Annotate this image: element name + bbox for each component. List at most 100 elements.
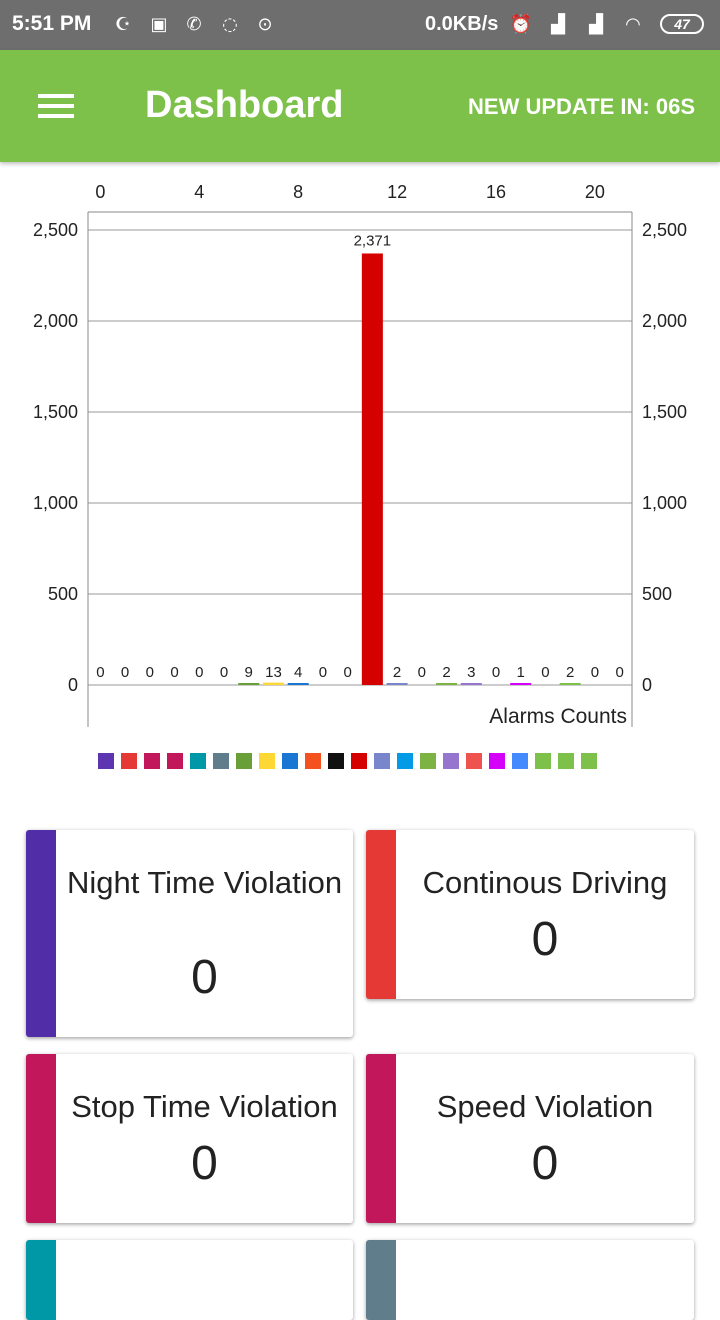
bar — [262, 682, 284, 685]
data-label: 0 — [319, 664, 327, 681]
y-tick-label-left: 500 — [48, 584, 78, 604]
stop-time-violation-card[interactable]: Stop Time Violation 0 — [26, 1054, 353, 1223]
battery-icon: 47 — [660, 14, 704, 34]
menu-icon — [38, 104, 74, 108]
menu-button[interactable] — [30, 86, 76, 126]
legend-swatch — [98, 753, 114, 769]
alarm-card[interactable] — [26, 1240, 353, 1320]
bar — [361, 253, 383, 685]
card-value: 0 — [191, 1137, 218, 1190]
page-title: Dashboard — [145, 84, 344, 126]
card-color-strip — [366, 830, 396, 999]
menu-icon — [38, 114, 74, 118]
whatsapp-icon: ✆ — [186, 14, 202, 35]
app-bar: Dashboard NEW UPDATE IN: 06S — [0, 50, 720, 162]
y-tick-label-left: 1,500 — [33, 402, 78, 422]
bar — [460, 683, 482, 685]
data-label: 0 — [615, 664, 623, 681]
y-tick-label-right: 0 — [642, 675, 652, 695]
data-label: 0 — [220, 664, 228, 681]
signal-icon: ▟ — [589, 14, 603, 35]
card-color-strip — [366, 1054, 396, 1223]
legend-swatch — [213, 753, 229, 769]
data-label: 0 — [418, 664, 426, 681]
bar — [510, 683, 532, 685]
bar — [238, 683, 260, 685]
y-tick-label-left: 2,500 — [33, 220, 78, 240]
y-tick-label-right: 500 — [642, 584, 672, 604]
y-tick-label-left: 2,000 — [33, 311, 78, 331]
data-label: 0 — [170, 664, 178, 681]
signal-icon: ▟ — [551, 14, 565, 35]
loading-icon: ◌ — [222, 14, 238, 35]
legend-swatch — [443, 753, 459, 769]
y-tick-label-right: 1,000 — [642, 493, 687, 513]
y-tick-label-right: 1,500 — [642, 402, 687, 422]
data-label: 0 — [121, 664, 129, 681]
mosque-app-icon: ☪ — [114, 14, 132, 35]
legend-swatch — [397, 753, 413, 769]
legend-swatch — [236, 753, 252, 769]
legend-swatch — [466, 753, 482, 769]
data-label: 0 — [591, 664, 599, 681]
card-value: 0 — [531, 1137, 559, 1190]
card-title: Night Time Violation — [66, 865, 343, 900]
data-label: 0 — [195, 664, 203, 681]
data-label: 13 — [265, 664, 282, 681]
legend-swatch — [420, 753, 436, 769]
data-label: 2,371 — [354, 232, 392, 249]
night-time-violation-card[interactable]: Night Time Violation 0 — [26, 830, 353, 1037]
data-label: 4 — [294, 664, 302, 681]
legend-swatch — [489, 753, 505, 769]
network-speed: 0.0KB/s — [425, 13, 499, 35]
alarm-card[interactable] — [366, 1240, 694, 1320]
legend-swatch — [581, 753, 597, 769]
data-label: 1 — [517, 664, 525, 681]
status-bar: 5:51 PM ☪ ▣ ✆ ◌ ⊙ 0.0KB/s ⏰ ▟ ▟ ◠ 47 — [0, 0, 720, 50]
status-time: 5:51 PM — [12, 12, 92, 35]
legend-swatch — [535, 753, 551, 769]
legend-swatch — [167, 753, 183, 769]
legend-swatch — [305, 753, 321, 769]
card-color-strip — [366, 1240, 396, 1320]
card-title: Speed Violation — [436, 1089, 654, 1124]
data-label: 9 — [245, 664, 253, 681]
y-tick-label-right: 2,000 — [642, 311, 687, 331]
data-label: 0 — [96, 664, 104, 681]
android-icon: ▣ — [150, 14, 168, 35]
x-tick-label: 4 — [194, 182, 204, 202]
legend-swatch — [512, 753, 528, 769]
data-label: 0 — [343, 664, 351, 681]
legend-swatch — [282, 753, 298, 769]
x-tick-label: 20 — [585, 182, 605, 202]
speed-violation-card[interactable]: Speed Violation 0 — [366, 1054, 694, 1223]
x-tick-label: 12 — [387, 182, 407, 202]
data-label: 0 — [146, 664, 154, 681]
alarm-icon: ⏰ — [509, 14, 533, 35]
x-axis-title: Alarms Counts — [489, 705, 627, 728]
x-tick-label: 0 — [95, 182, 105, 202]
data-label: 0 — [492, 664, 500, 681]
y-tick-label-left: 0 — [68, 675, 78, 695]
legend-swatch — [374, 753, 390, 769]
continous-driving-card[interactable]: Continous Driving 0 — [366, 830, 694, 999]
legend-swatch — [144, 753, 160, 769]
bar — [287, 683, 309, 685]
card-title: Continous Driving — [422, 865, 668, 900]
legend-swatch — [351, 753, 367, 769]
update-countdown: NEW UPDATE IN: 06S — [468, 94, 695, 119]
disc-icon: ⊙ — [257, 14, 273, 35]
legend-swatch — [259, 753, 275, 769]
y-tick-label-right: 2,500 — [642, 220, 687, 240]
data-label: 0 — [541, 664, 549, 681]
data-label: 2 — [442, 664, 450, 681]
legend-swatch — [328, 753, 344, 769]
data-label: 2 — [393, 664, 401, 681]
chart-legend — [98, 753, 604, 771]
bar — [559, 683, 581, 685]
wifi-icon: ◠ — [625, 14, 641, 35]
bar — [436, 683, 458, 685]
card-value: 0 — [191, 951, 218, 1004]
card-color-strip — [26, 1240, 56, 1320]
